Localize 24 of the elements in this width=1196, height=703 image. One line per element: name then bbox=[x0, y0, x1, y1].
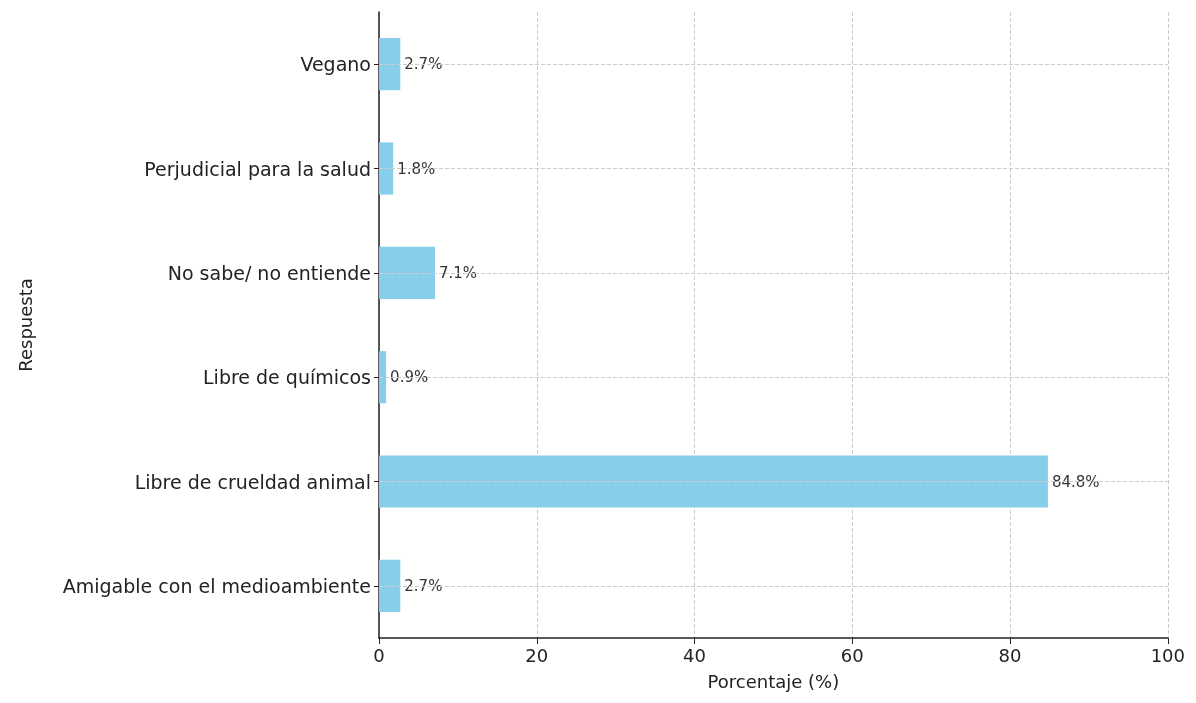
x-tick-label: 20 bbox=[525, 644, 549, 666]
bar bbox=[379, 38, 401, 91]
data-label: 2.7% bbox=[404, 55, 443, 74]
data-label: 7.1% bbox=[439, 263, 478, 282]
bar bbox=[379, 559, 401, 612]
y-tick-label: Perjudicial para la salud bbox=[144, 157, 371, 180]
y-tick-label: No sabe/ no entiende bbox=[167, 261, 371, 284]
y-tick-label: Amigable con el medioambiente bbox=[62, 574, 371, 597]
x-tick-label: 60 bbox=[840, 644, 864, 666]
bar bbox=[379, 246, 436, 299]
x-tick-label: 40 bbox=[683, 644, 706, 666]
x-tick-label: 80 bbox=[998, 644, 1022, 666]
y-axis-title: Respuesta bbox=[14, 278, 36, 372]
bar bbox=[379, 351, 387, 404]
data-label: 1.8% bbox=[397, 159, 436, 178]
y-tick-label: Vegano bbox=[300, 53, 371, 76]
x-tick-label: 100 bbox=[1150, 644, 1185, 666]
data-label: 2.7% bbox=[404, 576, 443, 595]
x-tick-label: 0 bbox=[373, 644, 385, 666]
bar bbox=[379, 142, 394, 195]
y-tick-label: Libre de químicos bbox=[203, 366, 371, 389]
y-tick-label: Libre de crueldad animal bbox=[134, 470, 371, 493]
x-axis-title: Porcentaje (%) bbox=[707, 670, 840, 692]
bar bbox=[379, 455, 1048, 508]
